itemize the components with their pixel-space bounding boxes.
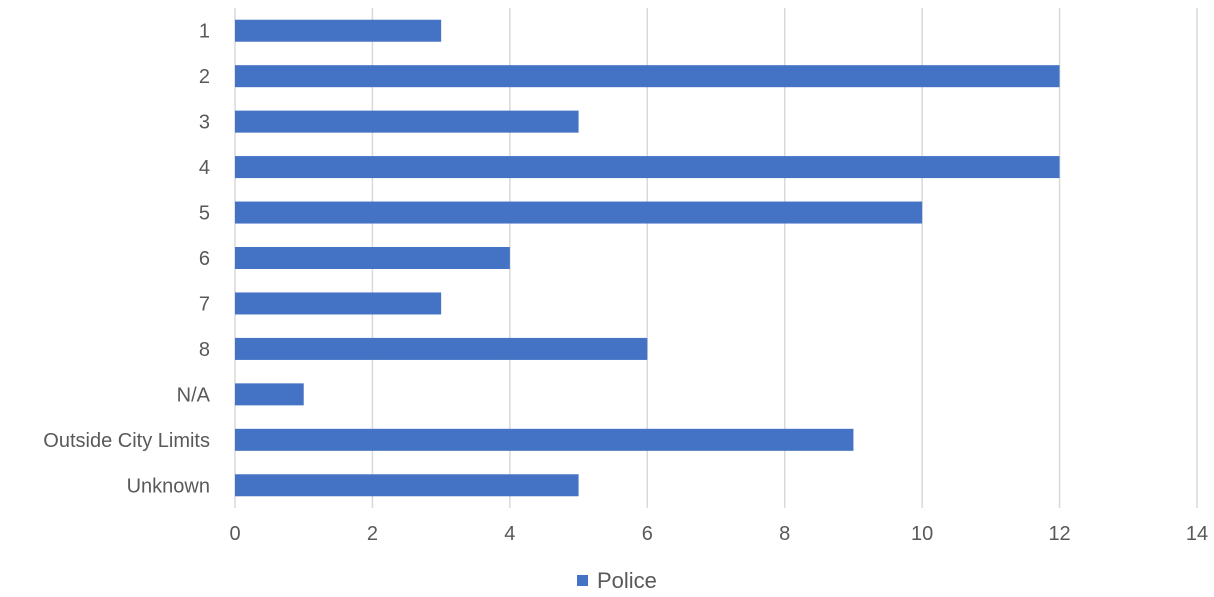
category-label-7: 7 [199,293,210,315]
legend-swatch-police [577,575,588,586]
bar-outside-city-limits [235,428,854,451]
category-label-5: 5 [199,203,210,225]
x-tick-label-14: 14 [1186,523,1208,545]
x-tick-label-6: 6 [642,523,653,545]
legend-label-police: Police [597,568,657,593]
x-tick-label-12: 12 [1048,523,1070,545]
x-tick-label-10: 10 [911,523,933,545]
bar-8 [235,337,648,360]
x-tick-label-4: 4 [504,523,515,545]
x-tick-label-8: 8 [779,523,790,545]
bar-3 [235,110,579,133]
bar-5 [235,201,923,224]
x-tick-label-0: 0 [229,523,240,545]
legend: Police [577,568,657,593]
category-label-outside-city-limits: Outside City Limits [43,430,210,452]
bar-4 [235,156,1060,179]
category-label-2: 2 [199,66,210,88]
bar-n-a [235,383,304,406]
bar-6 [235,247,510,269]
bar-unknown [235,474,579,497]
category-label-8: 8 [199,339,210,361]
bars [235,19,1060,497]
category-label-1: 1 [199,21,210,43]
category-label-unknown: Unknown [127,475,210,497]
bar-1 [235,19,442,42]
category-label-6: 6 [199,248,210,270]
category-label-4: 4 [199,157,210,179]
bar-2 [235,65,1060,88]
category-label-3: 3 [199,112,210,134]
bar-7 [235,292,442,315]
category-label-n-a: N/A [177,384,211,406]
x-axis-tick-labels: 0 2 4 6 8 10 12 14 [229,523,1208,545]
x-tick-label-2: 2 [367,523,378,545]
category-labels: 1 2 3 4 5 6 7 8 N/A Outside City Limits Unknown [43,21,210,498]
